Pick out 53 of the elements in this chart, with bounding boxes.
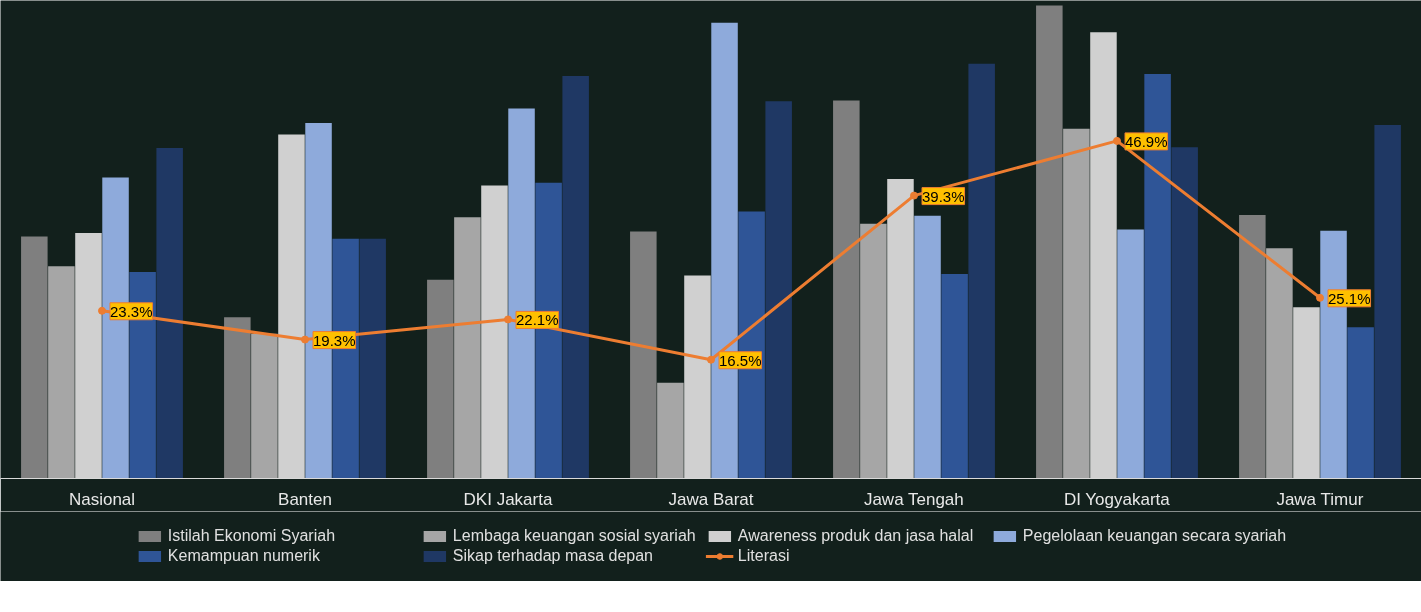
x-tick-label: Jawa Tengah <box>863 489 964 509</box>
data-label: 46.9% <box>1125 132 1168 150</box>
bar <box>1171 147 1198 479</box>
bar <box>833 100 860 479</box>
point <box>1316 293 1324 302</box>
x-tick-label: DKI Jakarta <box>463 489 553 509</box>
bar <box>1239 215 1266 479</box>
point <box>707 355 715 364</box>
legend-label: Lembaga keuangan sosial syariah <box>452 527 697 545</box>
bar <box>968 63 995 479</box>
bar <box>1347 327 1374 479</box>
legend-label: Pegelolaan keuangan secara syariah <box>1022 527 1287 545</box>
bar <box>630 231 657 479</box>
bar <box>359 238 386 479</box>
legend-label: Literasi <box>737 547 791 565</box>
x-tick-label: Banten <box>278 489 332 509</box>
point <box>1113 136 1121 145</box>
bar <box>454 217 481 479</box>
data-label: 22.1% <box>516 311 559 329</box>
data-label: 16.5% <box>719 351 762 369</box>
point <box>301 335 309 344</box>
bar <box>1374 125 1401 479</box>
bar <box>156 148 183 479</box>
point <box>910 191 918 200</box>
bar <box>21 236 48 479</box>
bar <box>1117 229 1144 479</box>
legend-label: Sikap terhadap masa depan <box>452 547 654 565</box>
legend-label: Kemampuan numerik <box>167 547 321 565</box>
x-tick-label: Jawa Timur <box>1276 489 1364 509</box>
bar <box>765 101 792 479</box>
bar <box>1036 5 1063 479</box>
x-tick-label: DI Yogyakarta <box>1063 489 1171 509</box>
bar <box>914 215 941 479</box>
bar <box>1266 248 1293 479</box>
bar <box>251 333 278 479</box>
bar <box>427 279 454 479</box>
bar <box>48 266 75 479</box>
bar <box>941 274 968 479</box>
bar <box>657 382 684 479</box>
data-label: 39.3% <box>922 187 965 205</box>
legend-label: Awareness produk dan jasa halal <box>737 527 975 545</box>
bar <box>562 76 589 479</box>
data-label: 25.1% <box>1328 289 1371 307</box>
point <box>504 315 512 324</box>
bar <box>224 317 251 479</box>
bar <box>860 223 887 479</box>
point <box>98 306 106 315</box>
legend-label: Istilah Ekonomi Syariah <box>167 527 337 545</box>
x-tick-label: Jawa Barat <box>668 489 754 509</box>
x-tick-label: Nasional <box>68 489 136 509</box>
data-label: 19.3% <box>313 331 356 349</box>
bar <box>1063 128 1090 479</box>
data-label: 23.3% <box>110 302 153 320</box>
